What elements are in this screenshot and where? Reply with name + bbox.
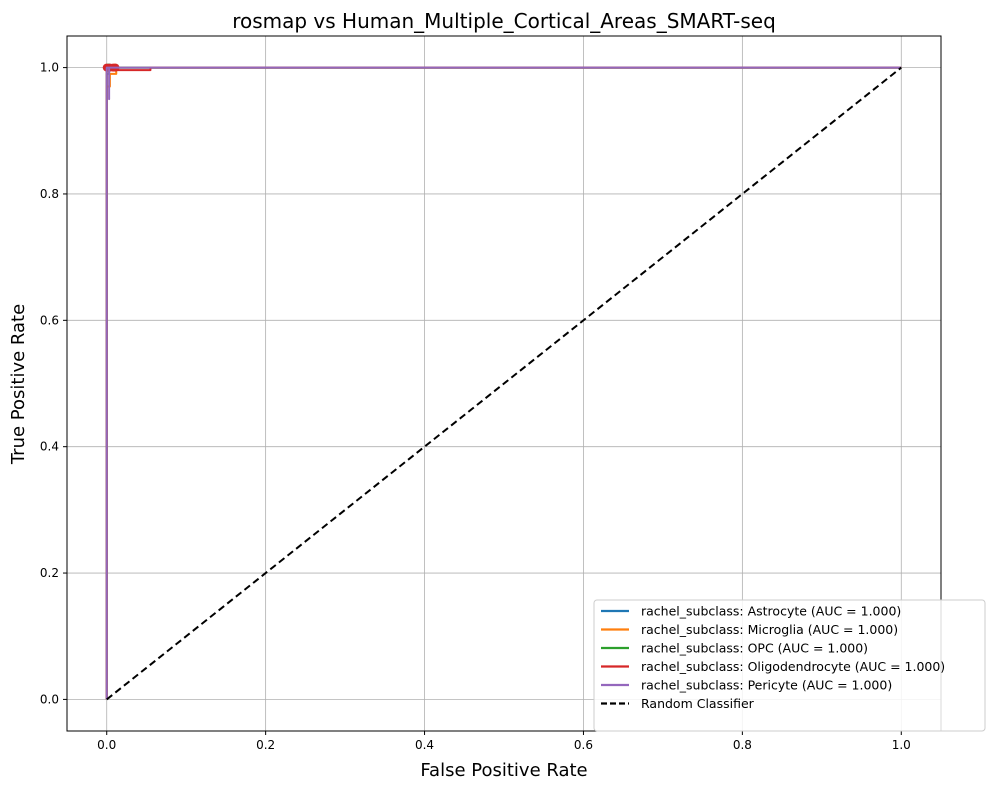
x-tick-label: 0.8 — [733, 738, 752, 752]
legend-label: rachel_subclass: Pericyte (AUC = 1.000) — [641, 678, 892, 693]
y-axis-label: True Positive Rate — [8, 304, 29, 465]
y-tick-label: 0.0 — [40, 692, 59, 706]
x-tick-label: 0.2 — [256, 738, 275, 752]
chart-title: rosmap vs Human_Multiple_Cortical_Areas_… — [232, 9, 776, 33]
y-tick-label: 0.2 — [40, 566, 59, 580]
legend-label: rachel_subclass: Astrocyte (AUC = 1.000) — [641, 604, 901, 619]
legend-label: rachel_subclass: OPC (AUC = 1.000) — [641, 641, 868, 656]
x-tick-label: 0.6 — [574, 738, 593, 752]
legend-label: rachel_subclass: Oligodendrocyte (AUC = … — [641, 659, 945, 674]
legend-label: rachel_subclass: Microglia (AUC = 1.000) — [641, 622, 898, 637]
y-tick-label: 1.0 — [40, 61, 59, 75]
legend-label: Random Classifier — [641, 696, 755, 711]
x-axis-label: False Positive Rate — [420, 760, 587, 781]
x-tick-label: 1.0 — [892, 738, 911, 752]
y-tick-label: 0.6 — [40, 313, 59, 327]
x-tick-label: 0.4 — [415, 738, 434, 752]
x-tick-label: 0.0 — [97, 738, 116, 752]
y-tick-label: 0.4 — [40, 440, 59, 454]
y-tick-label: 0.8 — [40, 187, 59, 201]
legend: rachel_subclass: Astrocyte (AUC = 1.000)… — [594, 600, 985, 731]
